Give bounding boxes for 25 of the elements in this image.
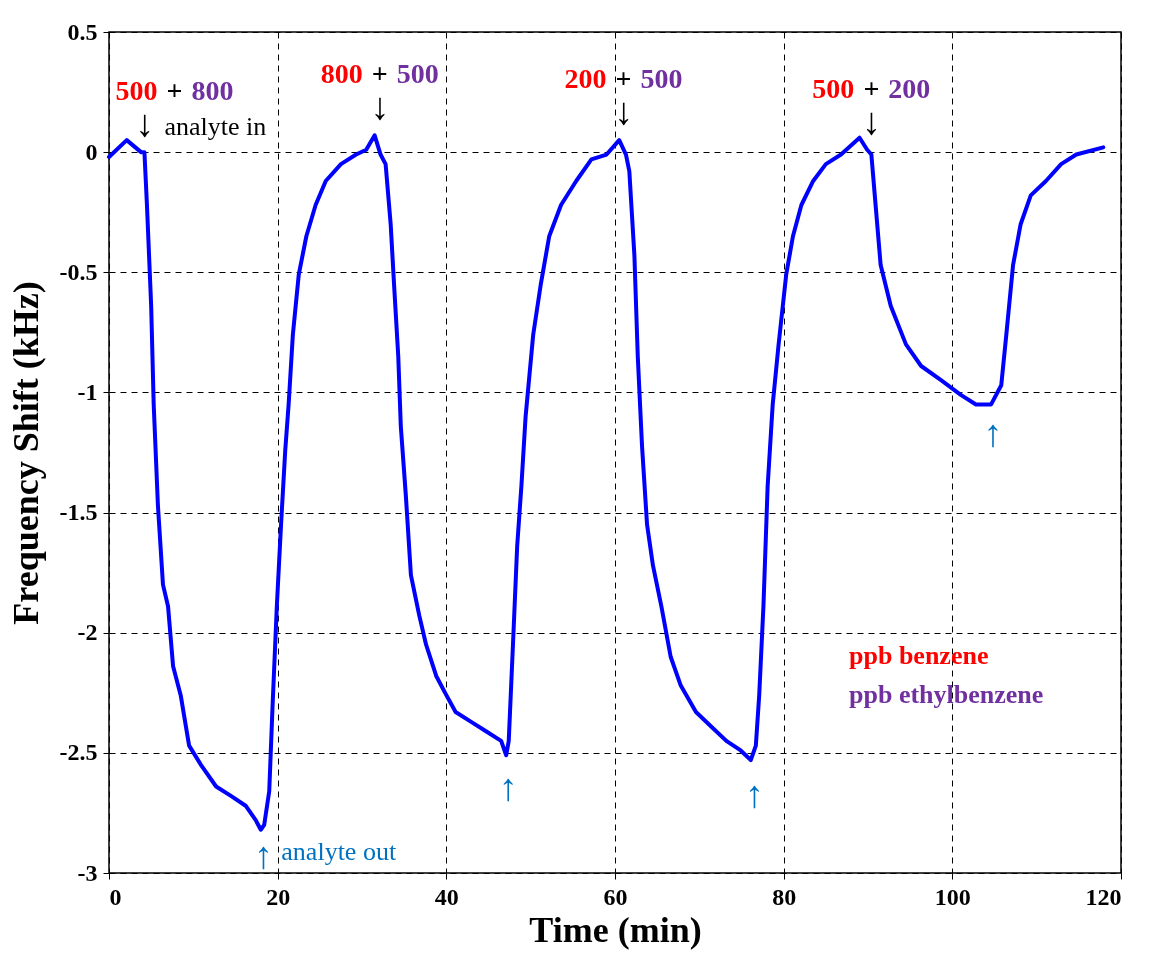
y-tick-label: -2.5 (59, 739, 98, 766)
annotation: analyte in (164, 112, 267, 142)
annotation: ↑ (744, 772, 764, 815)
annotation: ppb benzene (849, 641, 989, 670)
y-tick-label: 0 (85, 138, 98, 165)
annotation: ↑ (253, 833, 273, 876)
annotation: ppb ethylbenzene (849, 680, 1044, 709)
x-tick-label: 20 (266, 883, 291, 910)
y-tick-label: -1 (77, 378, 98, 405)
y-tick-label: -1.5 (59, 499, 98, 526)
y-tick-label: -0.5 (59, 258, 98, 285)
annotation: ↑ (498, 765, 518, 808)
y-tick-label: -3 (77, 859, 98, 886)
x-tick-label: 60 (603, 883, 628, 910)
x-tick-label: 0 (109, 883, 122, 910)
annotation: analyte out (281, 836, 397, 866)
x-tick-label: 120 (1085, 883, 1122, 910)
x-axis-title: Time (min) (529, 909, 702, 950)
y-tick-label: 0.5 (67, 18, 98, 45)
y-axis-title: Frequency Shift (kHz) (5, 281, 46, 625)
y-tick-label: -2 (77, 619, 98, 646)
annotation: ↑ (983, 412, 1003, 455)
x-tick-label: 80 (772, 883, 797, 910)
x-tick-label: 40 (434, 883, 459, 910)
x-tick-label: 100 (934, 883, 971, 910)
